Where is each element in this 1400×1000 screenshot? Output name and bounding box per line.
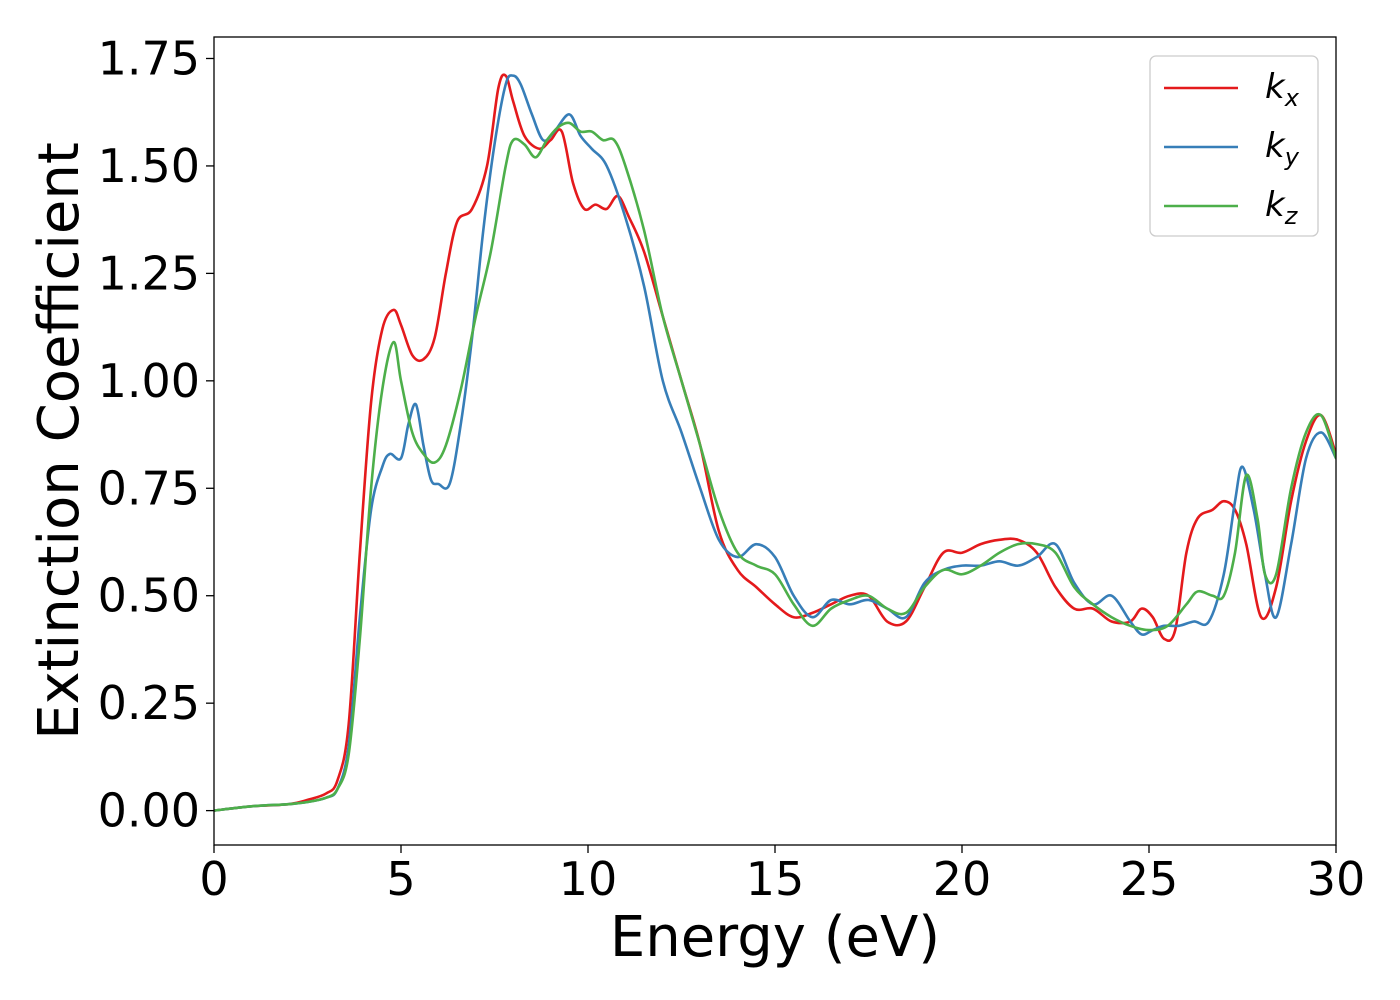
y-tick-label: 0.75 — [98, 461, 200, 515]
x-tick-label: 25 — [1120, 852, 1179, 906]
legend-label-subscript: z — [1284, 202, 1299, 230]
legend-label-base: k — [1265, 185, 1286, 225]
series-line-kx — [214, 73, 1336, 812]
y-tick-label: 1.25 — [98, 246, 200, 300]
x-tick-label: 0 — [199, 852, 228, 906]
legend-label-base: k — [1265, 67, 1286, 107]
y-tick-label: 1.75 — [98, 31, 200, 85]
x-tick-label: 15 — [746, 852, 805, 906]
legend-label-kz: kz — [1265, 185, 1299, 230]
series-line-kz — [214, 121, 1336, 812]
legend-label-subscript: y — [1284, 143, 1300, 171]
y-tick-label: 1.50 — [98, 139, 200, 193]
legend-label-ky: ky — [1265, 126, 1300, 171]
x-axis-label: Energy (eV) — [610, 905, 940, 970]
y-axis-label: Extinction Coefficient — [27, 142, 92, 740]
x-axis: 0 5 10 15 20 25 30 — [199, 845, 1365, 906]
x-tick-label: 10 — [559, 852, 618, 906]
y-tick-label: 0.25 — [98, 676, 200, 730]
x-tick-label: 5 — [386, 852, 415, 906]
y-tick-label: 0.50 — [98, 569, 200, 623]
legend-label-subscript: x — [1284, 84, 1300, 112]
legend-label-base: k — [1265, 126, 1286, 166]
x-tick-label: 30 — [1307, 852, 1366, 906]
y-tick-label: 1.00 — [98, 354, 200, 408]
series-lines — [214, 73, 1336, 812]
y-tick-label: 0.00 — [98, 784, 200, 838]
y-axis: 0.00 0.25 0.50 0.75 1.00 1.25 1.50 1.75 — [98, 31, 214, 838]
x-tick-label: 20 — [933, 852, 992, 906]
legend-label-kx: kx — [1265, 67, 1300, 112]
